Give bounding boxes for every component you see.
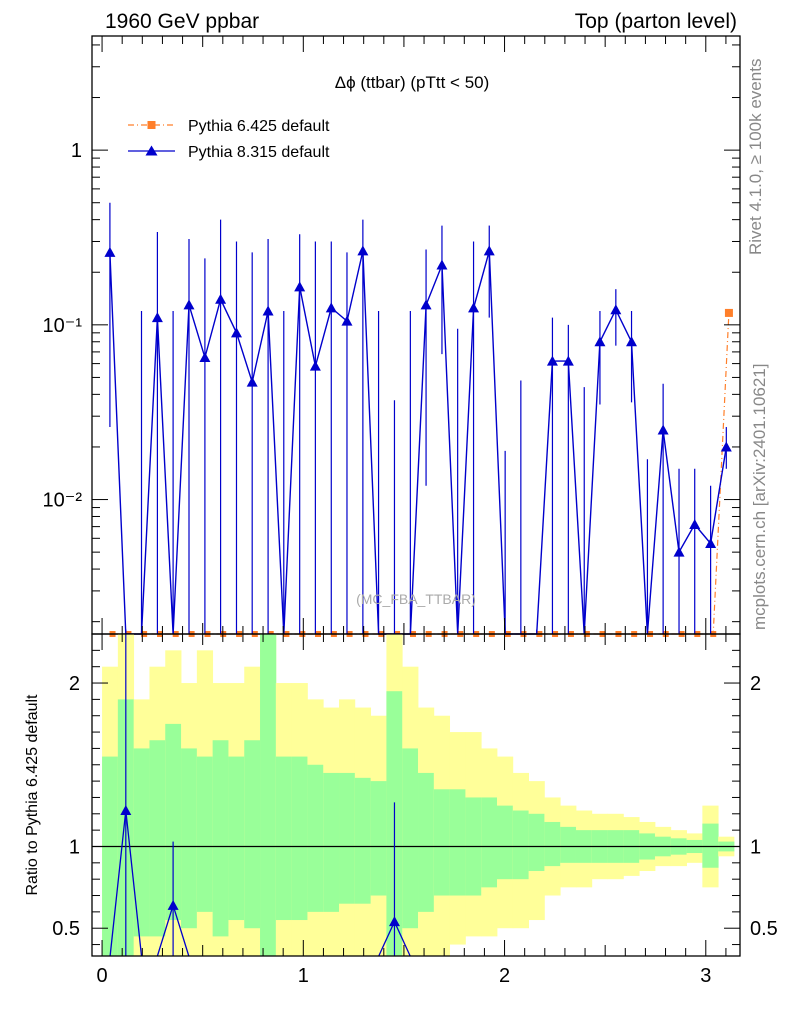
ratio-points [109, 634, 411, 957]
ratio-bands [102, 634, 735, 956]
green-band-bin [244, 740, 261, 929]
x-tick-label: 1 [298, 965, 309, 987]
green-band-bin [228, 756, 245, 921]
pythia8-marker [183, 299, 195, 310]
pythia8-marker [420, 299, 432, 310]
legend-entry-pythia8: Pythia 8.315 default [128, 144, 330, 161]
chart-title: Δϕ (ttbar) (pTtt < 50) [335, 73, 490, 92]
green-band-bin [275, 756, 293, 921]
pythia8-marker [341, 315, 353, 326]
ratio-tick-labels: 0.5 0.5 1 1 2 2 0 1 2 3 [52, 673, 778, 987]
green-band-bin [339, 772, 356, 904]
rivet-label: Rivet 4.1.0, ≥ 100k events [746, 59, 765, 255]
green-band-bin [165, 723, 182, 921]
pythia8-marker [246, 376, 258, 387]
ratio-y-tick-label-right: 0.5 [750, 918, 778, 940]
ratio-y-tick-label-right: 2 [750, 673, 761, 695]
green-band-bin [702, 823, 719, 868]
watermark: (MC_FBA_TTBAR) [356, 591, 476, 607]
pythia8-marker [151, 312, 163, 323]
pythia8-marker [262, 305, 274, 316]
pythia8-marker [483, 245, 495, 256]
ratio-panel: 0.5 0.5 1 1 2 2 0 1 2 3 Ratio to Pythia 6.425 def… [24, 633, 778, 987]
green-band-bin [133, 748, 150, 937]
green-band-bin [260, 634, 277, 956]
pythia8-marker [689, 518, 701, 529]
main-ticks [92, 36, 740, 634]
ratio-ylabel: Ratio to Pythia 6.425 default [24, 694, 41, 896]
ratio-y-tick-label: 1 [69, 836, 80, 858]
green-band-bin [512, 810, 529, 880]
x-tick-label: 2 [499, 965, 510, 987]
ratio-marker [167, 899, 179, 910]
pythia8-marker [199, 352, 211, 363]
y-tick-label: 1 [71, 140, 82, 162]
pythia8-marker [468, 302, 480, 313]
green-band-bin [449, 789, 466, 896]
green-band-bin [212, 740, 229, 937]
pythia8-marker [610, 304, 622, 315]
pythia8-marker [673, 546, 685, 557]
pythia8-marker [104, 246, 116, 257]
y-tick-label: 10⁻² [43, 490, 83, 512]
green-band-bin [528, 813, 545, 872]
pythia8-marker [325, 302, 337, 313]
green-band-bin [323, 772, 340, 912]
legend-label-pythia6: Pythia 6.425 default [188, 118, 330, 135]
pythia8-marker [705, 538, 717, 549]
legend-entry-pythia6: Pythia 6.425 default [128, 118, 330, 135]
pythia6-marker [724, 308, 733, 317]
header-left: 1960 GeV ppbar [105, 10, 259, 33]
pythia8-marker [230, 327, 242, 338]
ratio-marker [388, 916, 400, 927]
green-band-bin [544, 821, 561, 867]
legend-marker-pythia6 [147, 121, 156, 129]
ratio-y-tick-label: 2 [69, 673, 80, 695]
pythia8-marker [357, 245, 369, 256]
legend-label-pythia8: Pythia 8.315 default [188, 144, 330, 161]
pythia8-marker [720, 441, 732, 452]
green-band-bin [354, 777, 372, 904]
pythia8-marker [657, 424, 669, 435]
green-band-bin [149, 740, 166, 937]
green-band-bin [402, 748, 419, 929]
green-band-bin [560, 826, 577, 863]
mcplots-label: mcplots.cern.ch [arXiv:2401.10621] [750, 364, 769, 630]
main-series-layer [104, 202, 733, 637]
main-tick-labels: 1 10⁻¹ 10⁻² [43, 140, 83, 511]
ratio-ticks [92, 634, 740, 956]
green-band-bin [181, 748, 198, 929]
legend: Pythia 6.425 default Pythia 8.315 defaul… [128, 118, 330, 161]
pythia8-marker [215, 293, 227, 304]
ratio-frame [91, 633, 741, 957]
x-tick-label: 3 [700, 965, 711, 987]
green-band-bin [418, 772, 435, 912]
pythia8-marker [562, 355, 574, 366]
pythia8-marker [546, 355, 558, 366]
green-band-bin [497, 805, 514, 880]
ratio-y-tick-label-right: 1 [750, 836, 761, 858]
green-band-bin [291, 756, 308, 921]
green-band-bin [370, 781, 387, 896]
pythia8-marker [294, 281, 306, 292]
green-band-bin [433, 789, 451, 896]
ratio-y-tick-label: 0.5 [52, 918, 80, 940]
green-band-bin [196, 756, 214, 912]
green-band-bin [102, 756, 119, 956]
header-right: Top (parton level) [575, 10, 737, 33]
green-band-bin [481, 797, 498, 888]
pythia8-marker [309, 360, 321, 371]
pythia8-marker [594, 336, 606, 347]
ratio-marker [120, 805, 132, 816]
y-tick-label: 10⁻¹ [43, 315, 83, 337]
main-panel: 1 10⁻¹ 10⁻² Δϕ (ttbar) (pTtt < 50) (MC_FBA… [43, 35, 741, 637]
x-tick-label: 0 [96, 965, 107, 987]
pythia8-marker [626, 336, 638, 347]
legend-marker-pythia8 [145, 145, 158, 156]
series-line-pythia8 [109, 250, 727, 635]
green-band-bin [307, 764, 324, 912]
pythia8-marker [436, 259, 448, 270]
